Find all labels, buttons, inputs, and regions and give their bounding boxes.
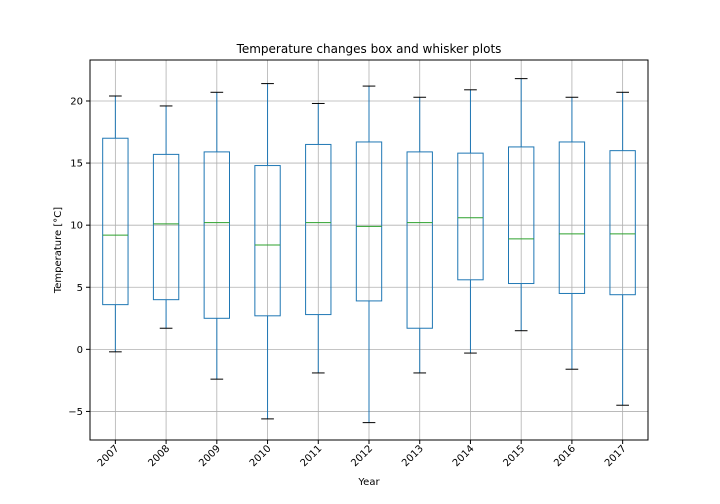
box-2014 [457, 89, 484, 354]
chart-title: Temperature changes box and whisker plot… [236, 42, 502, 56]
box-plots [102, 78, 636, 424]
iqr-box [355, 141, 383, 302]
box-2016 [558, 96, 586, 370]
box-2007 [102, 95, 129, 353]
y-tick-label: 10 [70, 221, 83, 232]
iqr-box [457, 152, 484, 281]
iqr-box [508, 146, 535, 285]
iqr-box [203, 151, 231, 319]
iqr-box [254, 165, 281, 317]
x-axis-label: Year [357, 477, 380, 488]
y-tick-label: −5 [68, 407, 83, 418]
box-2017 [609, 91, 636, 406]
box-2011 [305, 102, 332, 374]
y-tick-label: 15 [70, 159, 83, 170]
iqr-box [558, 141, 586, 294]
box-2013 [406, 96, 433, 374]
box-2010 [254, 83, 281, 420]
iqr-box [305, 143, 332, 316]
y-axis-label: Temperature [°C] [53, 207, 64, 294]
iqr-box [102, 137, 129, 306]
box-2009 [203, 91, 231, 380]
y-tick-label: 5 [77, 283, 83, 294]
box-2008 [152, 105, 180, 329]
y-tick-label: 20 [70, 96, 83, 107]
box-2015 [508, 78, 535, 332]
iqr-box [609, 150, 636, 296]
iqr-box [152, 153, 180, 301]
box-2012 [355, 85, 383, 424]
y-tick-label: 0 [77, 345, 83, 356]
iqr-box [406, 151, 433, 329]
